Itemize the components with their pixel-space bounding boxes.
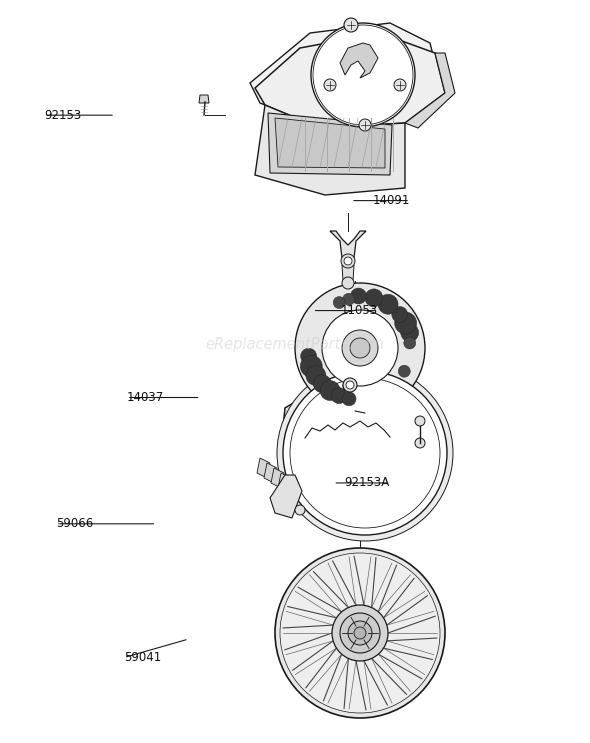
Circle shape (365, 289, 383, 307)
Circle shape (359, 119, 371, 131)
Circle shape (395, 312, 417, 334)
Circle shape (343, 378, 357, 392)
Circle shape (333, 296, 345, 308)
Circle shape (277, 365, 453, 541)
Circle shape (342, 277, 354, 289)
Circle shape (295, 283, 425, 413)
Circle shape (344, 257, 352, 265)
Circle shape (290, 378, 440, 528)
Text: eReplacementParts.com: eReplacementParts.com (205, 337, 385, 352)
Text: 92153A: 92153A (344, 476, 389, 490)
Circle shape (300, 355, 322, 377)
Circle shape (354, 627, 366, 639)
Polygon shape (330, 231, 366, 258)
Circle shape (280, 553, 440, 713)
Circle shape (415, 438, 425, 448)
Circle shape (378, 294, 398, 314)
Circle shape (343, 381, 353, 391)
Polygon shape (405, 53, 455, 128)
Text: 92153: 92153 (44, 108, 81, 122)
Circle shape (295, 505, 305, 515)
Polygon shape (271, 468, 284, 488)
Circle shape (345, 19, 357, 31)
Circle shape (324, 79, 336, 91)
Circle shape (343, 293, 355, 305)
Circle shape (313, 374, 331, 393)
Circle shape (342, 392, 356, 406)
Polygon shape (257, 458, 270, 478)
Circle shape (313, 25, 413, 125)
Text: 59066: 59066 (56, 517, 93, 531)
Polygon shape (255, 105, 405, 195)
Circle shape (344, 18, 358, 32)
Polygon shape (268, 113, 392, 175)
Polygon shape (275, 118, 385, 168)
Polygon shape (255, 33, 445, 128)
Circle shape (350, 338, 370, 358)
Text: 14091: 14091 (373, 194, 410, 207)
Polygon shape (270, 475, 302, 518)
Circle shape (346, 381, 354, 389)
Circle shape (322, 310, 398, 386)
Text: 14037: 14037 (127, 391, 164, 404)
Circle shape (394, 79, 406, 91)
Circle shape (331, 388, 347, 403)
Circle shape (311, 23, 415, 127)
Circle shape (404, 337, 416, 349)
Polygon shape (199, 95, 209, 103)
Circle shape (340, 613, 380, 653)
Circle shape (320, 380, 340, 400)
Circle shape (415, 416, 425, 426)
Circle shape (401, 324, 419, 342)
Circle shape (398, 366, 410, 377)
Polygon shape (278, 385, 418, 511)
Circle shape (283, 371, 447, 535)
Polygon shape (342, 265, 354, 281)
Polygon shape (264, 463, 277, 483)
Polygon shape (340, 43, 378, 78)
Circle shape (275, 548, 445, 718)
Circle shape (341, 254, 355, 268)
Circle shape (348, 621, 372, 645)
Circle shape (332, 605, 388, 661)
Circle shape (350, 288, 366, 304)
Polygon shape (250, 23, 440, 123)
Circle shape (306, 366, 326, 386)
Circle shape (392, 307, 408, 322)
Circle shape (301, 348, 317, 364)
Circle shape (342, 330, 378, 366)
Text: 11053: 11053 (340, 304, 378, 317)
Text: 59041: 59041 (124, 651, 161, 664)
Polygon shape (278, 473, 291, 493)
